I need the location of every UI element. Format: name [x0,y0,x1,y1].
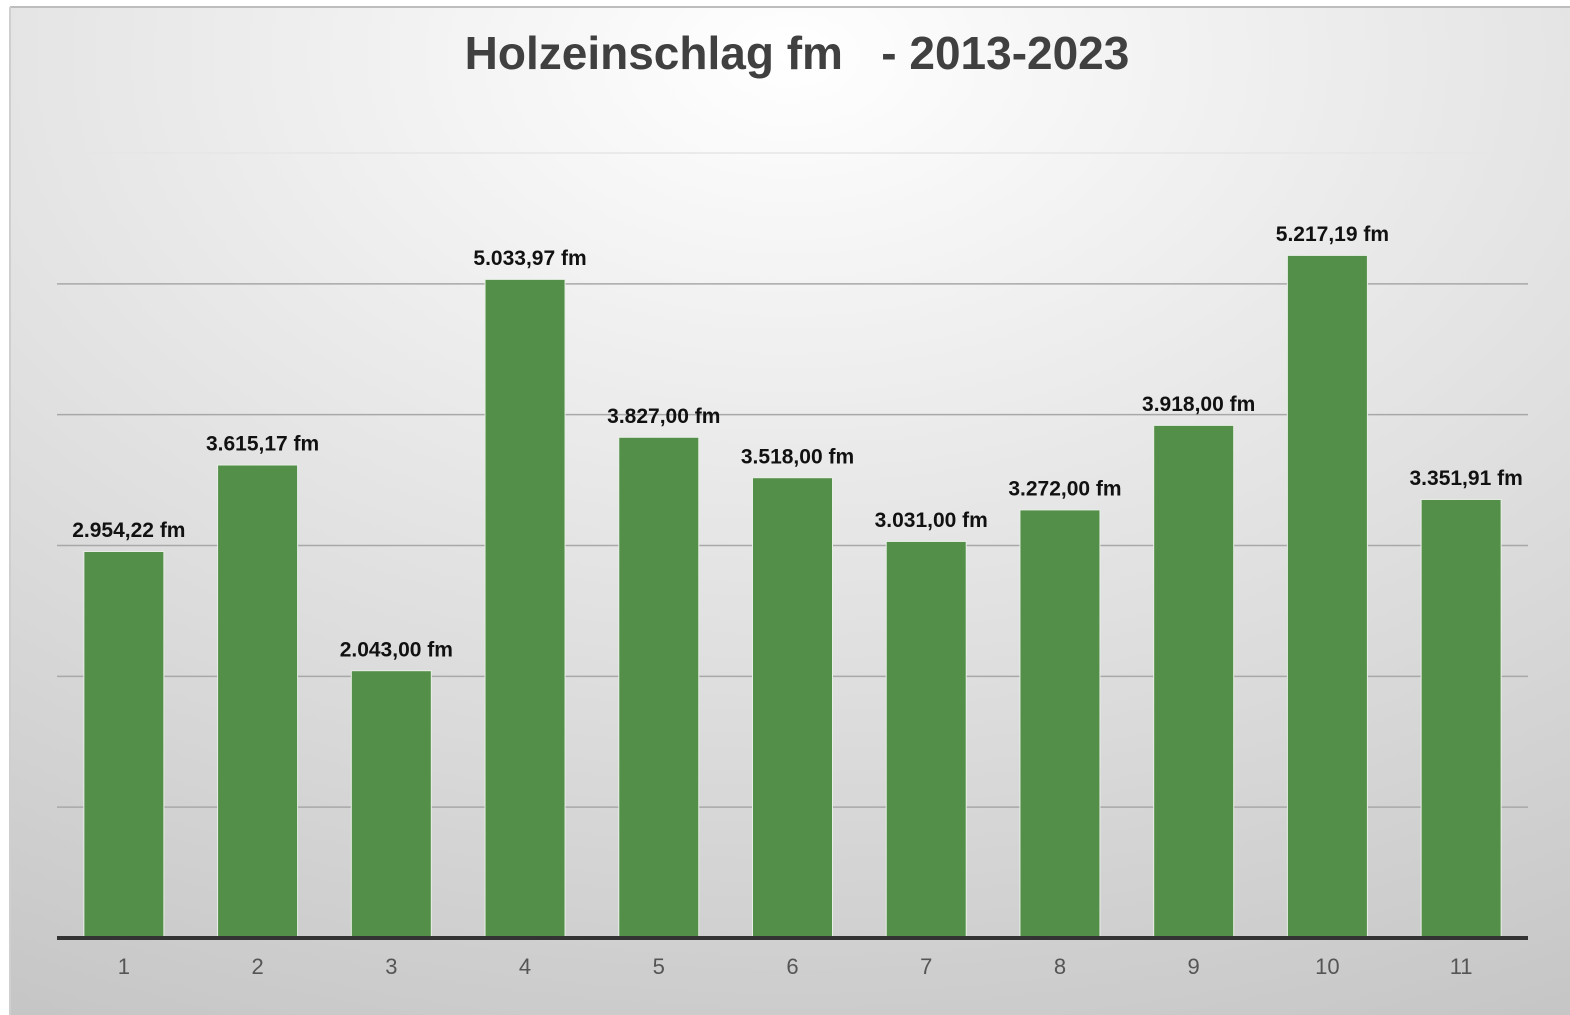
value-label: 3.615,17 fm [206,433,319,456]
bar [618,436,700,939]
chart-title: Holzeinschlag fm - 2013-2023 [465,27,1130,79]
x-tick-label: 7 [920,954,932,979]
value-label: 3.518,00 fm [741,445,854,468]
value-label: 2.954,22 fm [72,519,185,542]
value-label: 2.043,00 fm [340,638,453,661]
bar [83,550,165,939]
value-label: 5.033,97 fm [473,247,586,270]
value-label: 3.918,00 fm [1142,393,1255,416]
x-tick-label: 9 [1188,954,1200,979]
bar [1019,509,1101,939]
value-label: 3.351,91 fm [1410,467,1523,490]
bar [350,670,432,939]
x-tick-label: 1 [118,954,130,979]
bar [484,278,566,939]
bar [1286,254,1368,939]
x-tick-label: 10 [1315,954,1339,979]
value-label: 3.031,00 fm [875,509,988,532]
x-tick-label: 5 [653,954,665,979]
bar [752,477,833,939]
x-tick-label: 8 [1054,954,1066,979]
value-label: 3.272,00 fm [1008,477,1121,500]
x-tick-label: 4 [519,954,531,979]
bar [1420,498,1502,939]
bar [217,464,299,939]
value-label: 5.217,19 fm [1276,223,1389,246]
bar [1153,424,1235,939]
x-tick-label: 3 [385,954,397,979]
x-tick-label: 11 [1450,954,1473,979]
bar [885,540,967,939]
value-label: 3.827,00 fm [607,405,720,428]
x-tick-label: 6 [786,954,798,979]
x-tick-label: 2 [251,954,263,979]
